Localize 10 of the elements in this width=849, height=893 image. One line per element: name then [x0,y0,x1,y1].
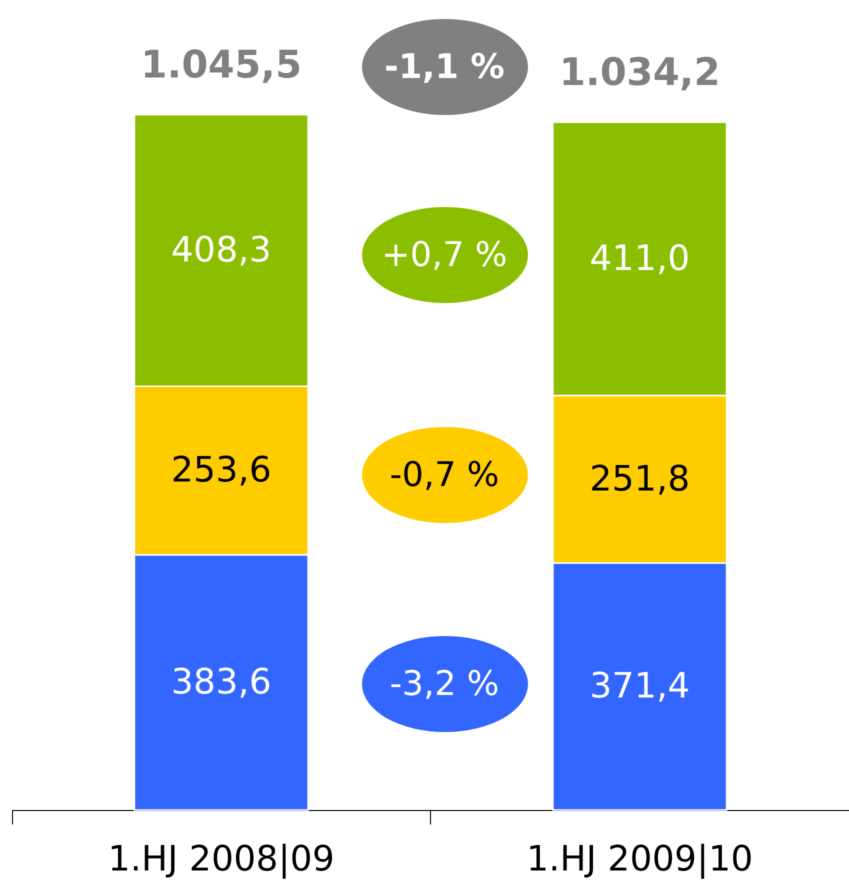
x-tick-label: 1.HJ 2009|10 [526,840,754,880]
data-label: 371,4 [590,666,690,707]
data-label: 253,6 [171,450,272,491]
data-label: 411,0 [590,238,690,279]
total-label: 1.034,2 [559,50,720,94]
data-label: 251,8 [590,459,690,500]
data-label: 408,3 [171,230,272,270]
data-label: 383,6 [171,662,272,702]
x-tick-label: 1.HJ 2008|09 [108,840,335,880]
total-label: 1.045,5 [140,42,302,87]
